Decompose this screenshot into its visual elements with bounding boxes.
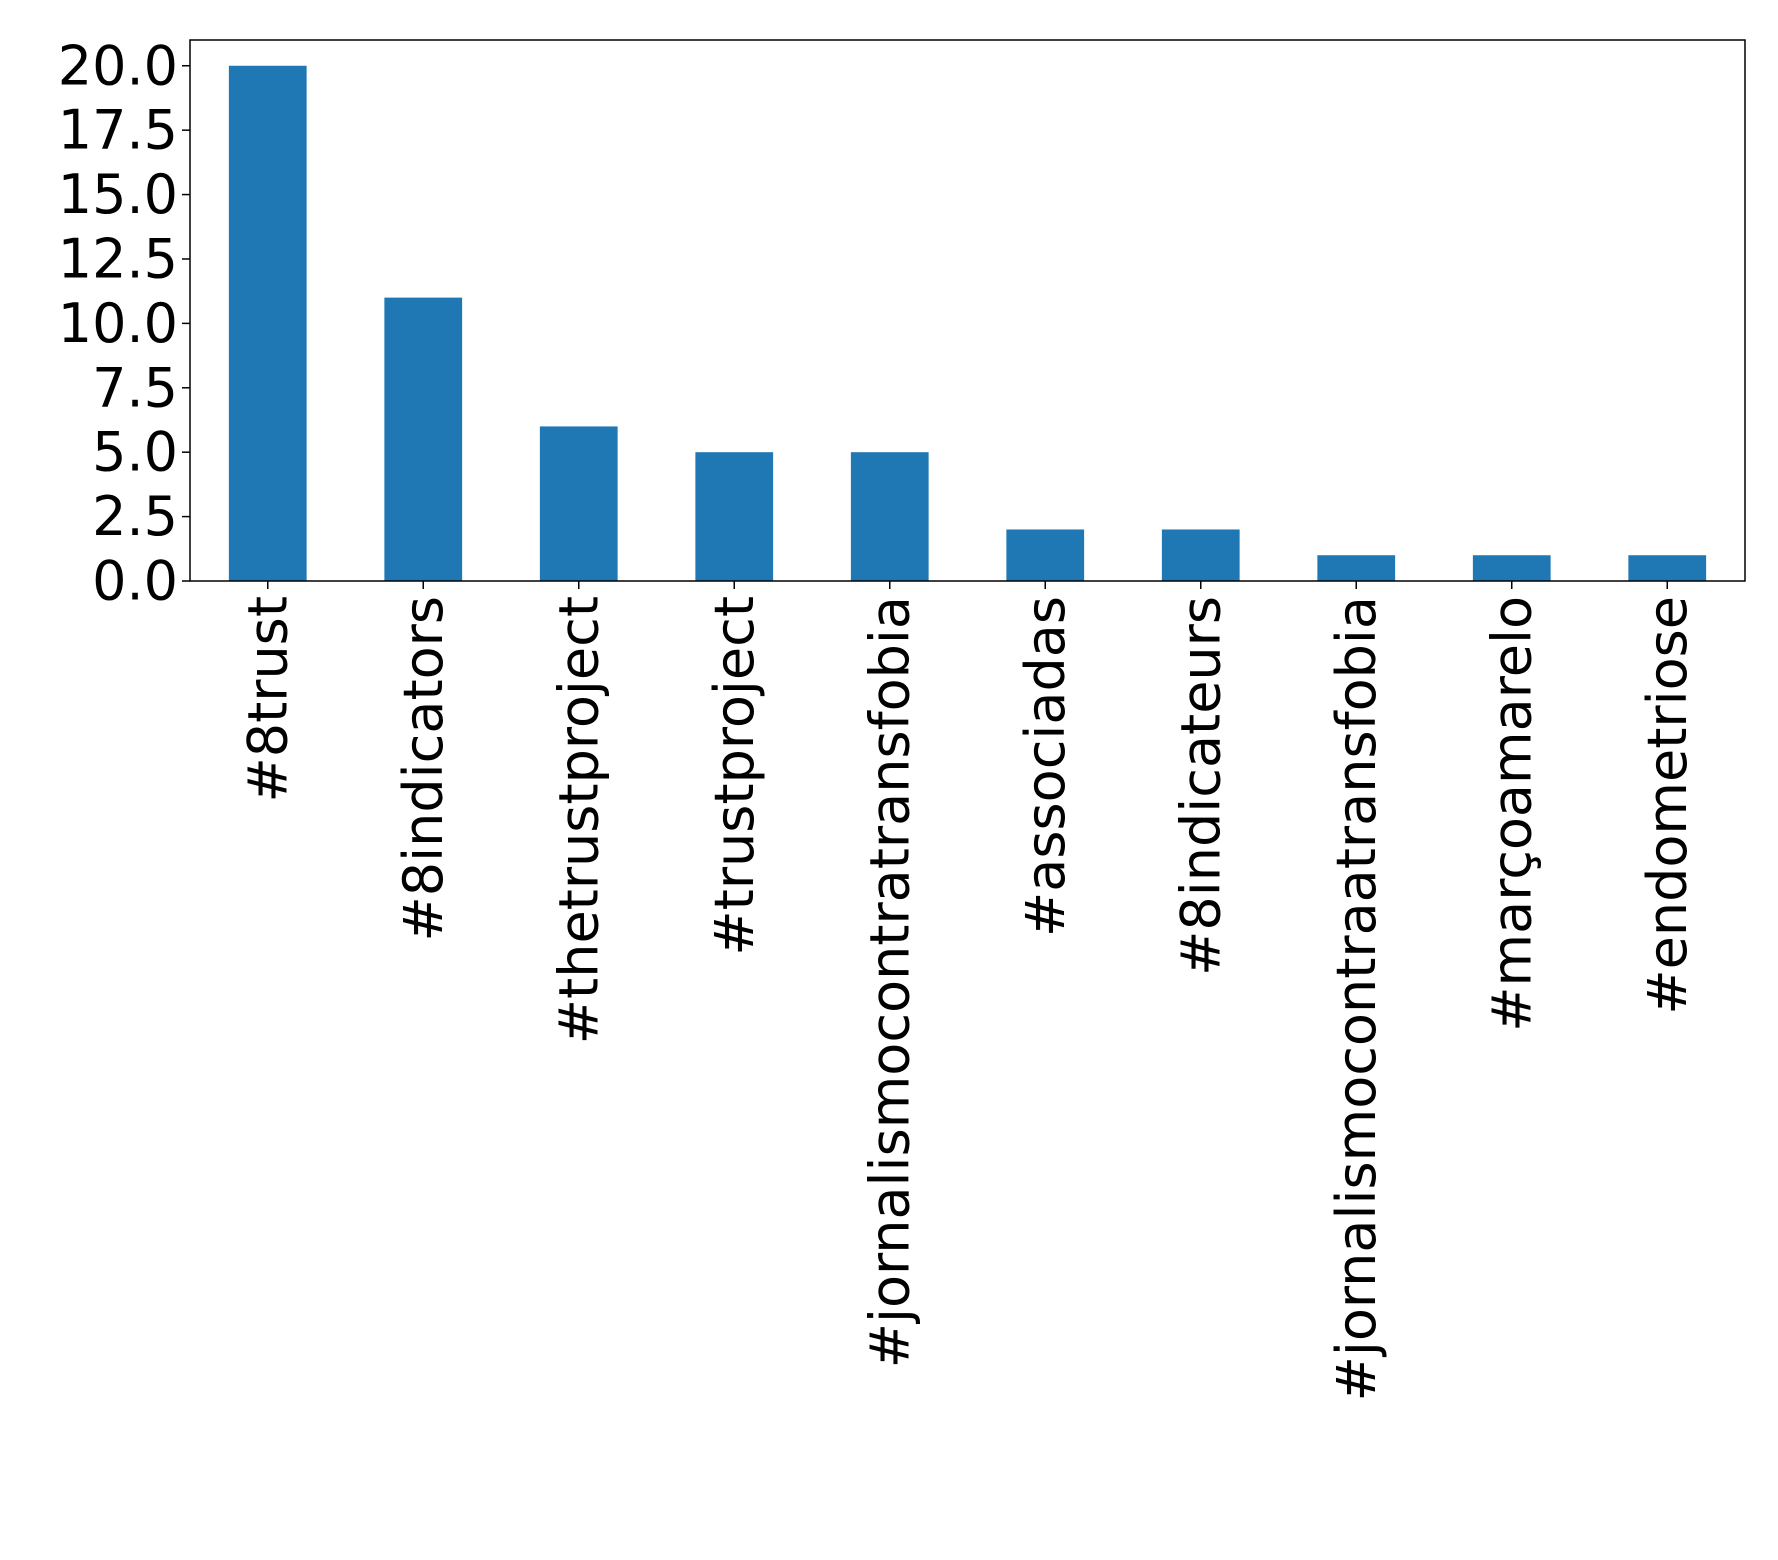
bar-8 bbox=[1472, 555, 1551, 581]
x-tick-label: #jornalismocontraatransfobia bbox=[1325, 596, 1388, 1401]
bar-3 bbox=[695, 452, 774, 581]
y-tick-label: 2.5 bbox=[92, 485, 178, 548]
y-tick-label: 7.5 bbox=[92, 356, 178, 419]
x-tick-label: #8indicateurs bbox=[1169, 596, 1232, 976]
y-tick-label: 12.5 bbox=[58, 227, 178, 290]
x-tick-label: #jornalismocontratransfobia bbox=[858, 596, 921, 1368]
y-tick-label: 15.0 bbox=[58, 163, 178, 226]
bars-layer bbox=[228, 65, 1707, 581]
y-tick-label: 5.0 bbox=[92, 421, 178, 484]
x-tick-label: #endometriose bbox=[1636, 596, 1699, 1015]
bar-5 bbox=[1006, 529, 1085, 581]
x-tick-label: #thetrustproject bbox=[547, 596, 610, 1044]
bar-6 bbox=[1161, 529, 1240, 581]
y-tick-label: 17.5 bbox=[58, 99, 178, 162]
bar-7 bbox=[1317, 555, 1396, 581]
bar-2 bbox=[539, 426, 618, 581]
y-tick-label: 0.0 bbox=[92, 550, 178, 613]
x-tick-label: #trustproject bbox=[703, 596, 766, 956]
y-axis-ticks: 0.02.55.07.510.012.515.017.520.0 bbox=[58, 34, 190, 613]
y-tick-label: 20.0 bbox=[58, 34, 178, 97]
x-tick-label: #associadas bbox=[1014, 596, 1077, 937]
x-tick-label: #8indicators bbox=[392, 596, 455, 941]
bar-0 bbox=[228, 65, 307, 581]
y-tick-label: 10.0 bbox=[58, 292, 178, 355]
x-tick-label: #marçoamarelo bbox=[1480, 596, 1543, 1032]
bar-9 bbox=[1628, 555, 1707, 581]
x-tick-label: #8trust bbox=[236, 596, 299, 803]
bar-4 bbox=[850, 452, 929, 581]
plot-frame bbox=[189, 39, 1746, 582]
x-axis-labels: #8trust #8indicators #thetrustproject #trus… bbox=[236, 581, 1699, 1401]
bar-1 bbox=[384, 297, 463, 581]
